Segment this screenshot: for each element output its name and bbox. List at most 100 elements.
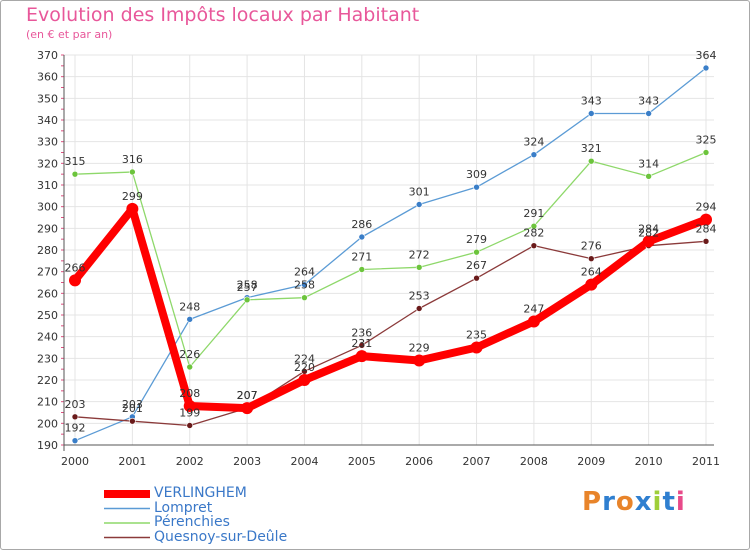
data-point-verlinghem [585, 278, 598, 291]
data-point-perenchies [587, 157, 595, 165]
data-label-lompret: 192 [65, 422, 86, 435]
data-label-quesnoy-sur-deule: 267 [466, 259, 487, 272]
x-tick-label: 2007 [463, 455, 491, 468]
y-tick-label: 310 [37, 179, 58, 192]
data-point-perenchies [358, 266, 366, 273]
data-label-perenchies: 291 [523, 207, 544, 220]
data-point-perenchies [186, 363, 194, 371]
y-tick-label: 210 [37, 396, 58, 409]
data-point-lompret [301, 281, 308, 288]
data-label-quesnoy-sur-deule: 201 [122, 402, 143, 415]
data-label-lompret: 324 [523, 136, 544, 149]
data-label-lompret: 343 [581, 95, 602, 108]
x-tick-label: 2004 [290, 455, 318, 468]
x-tick-label: 2008 [520, 455, 548, 468]
x-tick-label: 2009 [577, 455, 605, 468]
data-label-quesnoy-sur-deule: 207 [237, 389, 258, 402]
data-point-verlinghem [126, 202, 139, 215]
data-label-lompret: 203 [122, 398, 143, 411]
y-tick-label: 330 [37, 136, 58, 149]
data-point-quesnoy-sur-deule [530, 242, 538, 249]
data-point-lompret [645, 110, 652, 117]
data-label-perenchies: 272 [409, 248, 430, 261]
series-line-verlinghem [71, 204, 710, 413]
data-point-verlinghem [298, 374, 311, 386]
data-label-perenchies: 257 [237, 281, 258, 294]
data-point-verlinghem [413, 354, 426, 367]
data-point-verlinghem [470, 341, 483, 354]
proxiti-logo: Proxiti [582, 487, 686, 517]
data-label-perenchies: 226 [179, 348, 200, 361]
x-tick-label: 2005 [348, 455, 376, 468]
data-point-quesnoy-sur-deule [587, 255, 595, 262]
data-label-quesnoy-sur-deule: 284 [696, 222, 717, 235]
data-label-verlinghem: 229 [409, 342, 430, 355]
x-tick-label: 2011 [692, 455, 720, 468]
logo-letter: i [675, 487, 686, 517]
x-tick-label: 2006 [405, 455, 433, 468]
data-point-lompret [186, 316, 194, 323]
y-tick-label: 190 [37, 439, 58, 452]
series-line-quesnoy-sur-deule [74, 240, 707, 427]
data-label-perenchies: 279 [466, 233, 487, 246]
data-point-verlinghem [642, 235, 655, 248]
legend-label-quesnoy-sur-deule: Quesnoy-sur-Deûle [154, 528, 288, 545]
y-tick-label: 360 [37, 71, 58, 84]
y-tick-label: 300 [37, 201, 58, 214]
data-label-verlinghem: 220 [294, 361, 315, 374]
data-label-verlinghem: 264 [581, 266, 602, 279]
data-point-lompret [587, 110, 595, 117]
data-point-quesnoy-sur-deule [702, 238, 710, 245]
data-label-verlinghem: 208 [179, 387, 200, 400]
data-label-verlinghem: 207 [237, 389, 258, 402]
x-tick-label: 2010 [635, 455, 663, 468]
data-point-verlinghem [700, 213, 712, 226]
data-label-quesnoy-sur-deule: 276 [581, 240, 602, 253]
data-point-perenchies [645, 173, 652, 180]
data-label-lompret: 264 [294, 266, 315, 279]
y-tick-label: 240 [37, 331, 58, 344]
series-line-perenchies [74, 151, 707, 368]
y-tick-label: 320 [37, 157, 58, 170]
data-label-lompret: 343 [638, 95, 659, 108]
data-label-perenchies: 258 [294, 279, 315, 292]
data-label-lompret: 286 [351, 218, 372, 231]
data-point-perenchies [473, 248, 480, 256]
x-tick-label: 2003 [233, 455, 261, 468]
data-label-verlinghem: 235 [466, 329, 487, 342]
data-point-lompret [530, 151, 538, 158]
data-point-perenchies [415, 264, 423, 271]
logo-letter: P [582, 487, 603, 517]
data-point-verlinghem [355, 350, 368, 363]
x-tick-label: 2001 [118, 455, 146, 468]
legend-label-lompret: Lompret [154, 499, 213, 516]
data-label-verlinghem: 294 [696, 201, 717, 214]
data-label-verlinghem: 299 [122, 190, 143, 203]
logo-letter: r [602, 487, 616, 517]
data-label-lompret: 309 [466, 168, 487, 181]
logo-letter: x [634, 487, 653, 517]
y-tick-label: 290 [37, 222, 58, 235]
data-point-quesnoy-sur-deule [186, 422, 194, 429]
data-label-lompret: 258 [237, 279, 258, 292]
y-tick-label: 250 [37, 309, 58, 322]
y-tick-label: 230 [37, 352, 58, 365]
data-point-perenchies [243, 296, 251, 304]
data-label-verlinghem: 247 [523, 303, 544, 316]
data-point-quesnoy-sur-deule [71, 413, 79, 421]
x-tick-label: 2002 [176, 455, 204, 468]
logo-letter: o [615, 487, 635, 517]
data-label-quesnoy-sur-deule: 253 [409, 290, 430, 303]
y-tick-label: 340 [37, 114, 58, 127]
y-tick-label: 260 [37, 287, 58, 300]
logo-letter: t [662, 487, 676, 517]
data-label-quesnoy-sur-deule: 199 [179, 407, 200, 420]
data-point-perenchies [129, 168, 136, 176]
y-tick-label: 220 [37, 374, 58, 387]
data-label-quesnoy-sur-deule: 282 [638, 227, 659, 240]
data-label-verlinghem: 284 [638, 222, 659, 235]
data-point-verlinghem [527, 315, 540, 328]
data-label-perenchies: 316 [122, 153, 143, 166]
data-point-perenchies [530, 222, 538, 230]
legend-label-verlinghem: VERLINGHEM [154, 485, 247, 501]
